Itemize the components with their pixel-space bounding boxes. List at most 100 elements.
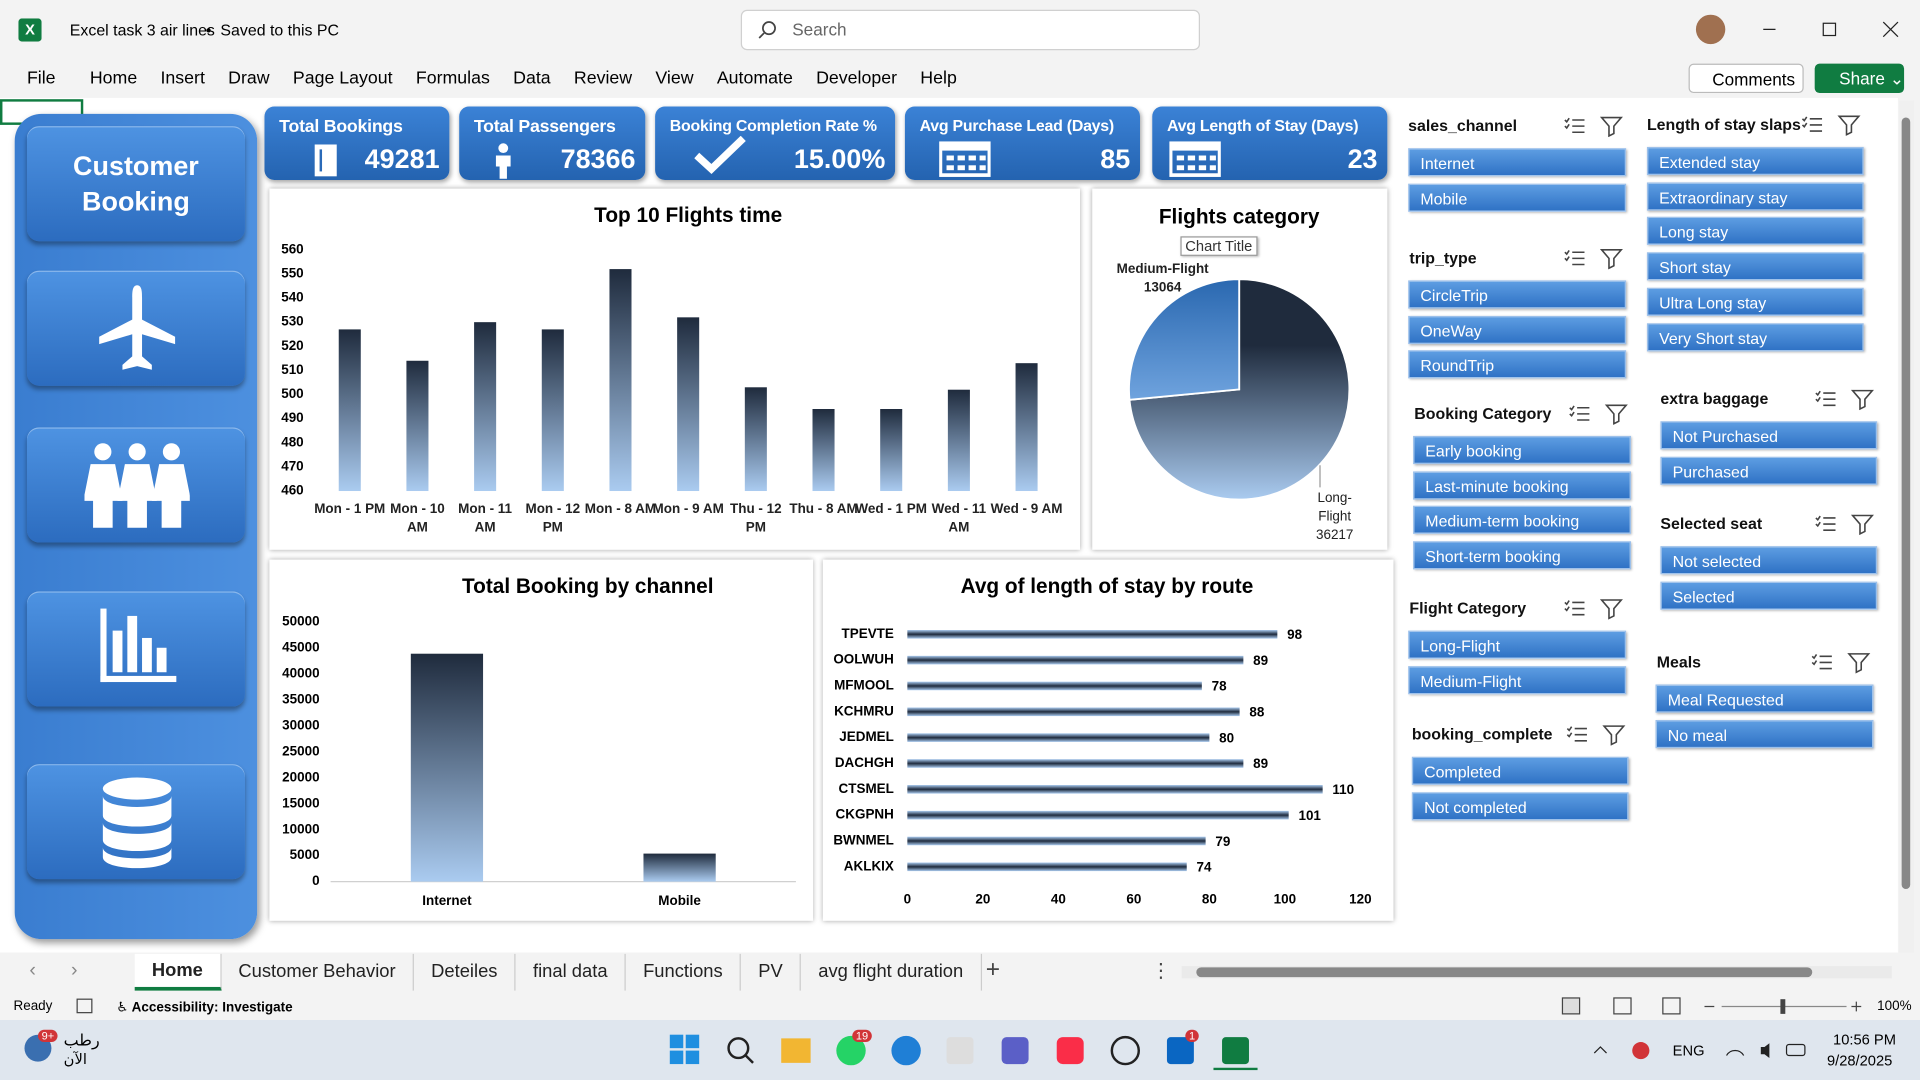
menu-item[interactable]: View [655,68,694,89]
slicer-item[interactable]: Short stay [1646,252,1864,281]
sheet-tab[interactable]: final data [516,953,626,991]
kpi-card[interactable]: Booking Completion Rate % 15.00% [655,106,896,180]
nav-customer-booking[interactable]: Customer Booking [26,126,245,242]
slicer-item[interactable]: Medium-term booking [1413,506,1632,535]
slicer-item[interactable]: Not Purchased [1660,421,1878,450]
tab-options[interactable]: ⋮ [1151,961,1171,983]
slicer-item[interactable]: Short-term booking [1413,541,1632,570]
slicer-item[interactable]: RoundTrip [1408,350,1627,379]
slice-value: 13064 [1143,280,1182,296]
slicer-controls[interactable] [1813,513,1874,536]
vertical-scrollbar[interactable] [1899,100,1914,953]
sheet-tab[interactable]: Deteiles [414,953,516,991]
add-sheet[interactable]: + [985,956,1001,984]
slicer-item[interactable]: Extraordinary stay [1646,182,1864,211]
search-box[interactable]: Search [740,9,1200,51]
x-tick-label: Mobile [658,893,701,908]
scroll-thumb[interactable] [1196,967,1813,978]
stay-by-route-chart: Avg of length of stay by route 0 20 40 60 80 1… [822,559,1394,921]
kpi-card[interactable]: Avg Length of Stay (Days) 23 [1152,106,1388,180]
nav-data[interactable] [26,764,245,880]
menu-item[interactable]: Formulas [415,68,490,89]
menu-item[interactable]: Home [89,68,138,89]
sheet-tab[interactable]: PV [741,953,802,991]
slicer-item[interactable]: Extended stay [1646,146,1864,176]
slicer-item[interactable]: No meal [1655,719,1874,748]
slicer-item[interactable]: Very Short stay [1646,322,1864,351]
menu-item[interactable]: Draw [228,68,270,89]
ribbon-menu: File Home Insert Draw Page Layout Formulas Dat… [27,69,957,89]
tab-scroll-left[interactable]: ‹ [29,960,36,981]
slicer-controls[interactable] [1562,598,1623,620]
macro-icon[interactable] [76,998,93,1014]
share-button[interactable]: Share ⌄ [1814,63,1905,94]
kpi-card[interactable]: Avg Purchase Lead (Days) 85 [904,106,1140,180]
slicer-item[interactable]: Long stay [1646,217,1864,246]
data-label: 78 [1212,679,1227,694]
zoom-level[interactable]: 100% [1877,999,1912,1014]
slicer-controls[interactable] [1813,388,1874,411]
nav-flights[interactable] [26,270,245,386]
slicer-item[interactable]: OneWay [1408,315,1627,344]
x-tick-label: Mon - 1 PM [314,502,386,517]
data-label: 89 [1253,653,1268,668]
clock-time[interactable]: 10:56 PM [1833,1031,1896,1049]
window-controls[interactable] [1751,17,1904,41]
menu-item[interactable]: Data [513,68,551,89]
slicer-item[interactable]: Meal Requested [1655,684,1874,713]
menu-item[interactable]: Review [573,68,633,89]
slicer-item[interactable]: Internet [1408,148,1627,177]
bar [907,733,1210,742]
comments-button[interactable]: Comments [1688,63,1804,94]
tray-icons[interactable] [1592,1041,1812,1061]
slicer-controls[interactable] [1567,403,1628,425]
slicer-item[interactable]: Medium-Flight [1408,665,1627,694]
sidebar: Customer Booking [14,113,258,940]
menu-item[interactable]: Help [920,68,957,89]
sheet-tab[interactable]: Customer Behavior [221,953,414,991]
slicer-item[interactable]: Completed [1411,756,1629,785]
kpi-label: Total Bookings [279,117,403,138]
slicer-item[interactable]: Long-Flight [1408,630,1627,659]
slicer-item[interactable]: Mobile [1408,183,1627,212]
slicer-item[interactable]: Not completed [1411,791,1629,821]
menu-item[interactable]: Insert [160,68,205,89]
slicer-item[interactable]: Not selected [1660,546,1878,575]
scroll-thumb[interactable] [1901,117,1911,889]
accessibility[interactable]: ♿ Accessibility: Investigate [116,1000,293,1016]
sheet-tab[interactable]: Home [134,953,222,991]
sheet-tab[interactable]: avg flight duration [801,953,982,991]
clock-date[interactable]: 9/28/2025 [1826,1051,1893,1069]
view-controls[interactable] [1553,996,1871,1018]
menu-item[interactable]: File [26,68,56,89]
menu-item[interactable]: Page Layout [292,68,393,89]
avatar[interactable] [1695,14,1726,45]
taskbar-apps[interactable] [667,1031,1267,1071]
slicer-controls[interactable] [1565,724,1626,746]
menu-item[interactable]: Automate [716,68,793,89]
sheet-tab[interactable]: Functions [626,953,742,991]
slicer-item[interactable]: CircleTrip [1408,280,1627,309]
kpi-card[interactable]: Total Bookings 49281 [264,106,450,180]
slicer-controls[interactable] [1562,247,1623,270]
language[interactable]: ENG [1672,1042,1705,1060]
nav-analysis[interactable] [26,591,245,707]
slicer-controls[interactable] [1562,115,1623,138]
menu-item[interactable]: Developer [816,68,898,89]
nav-passengers[interactable] [26,427,245,543]
slicer-item[interactable]: Early booking [1413,435,1632,465]
data-label: 110 [1332,782,1354,797]
kpi-card[interactable]: Total Passengers 78366 [459,106,646,180]
taskbar: 9+ رطب الآن 19 1 ENG 10:56 PM 9/28/2025 [0,1020,1920,1080]
slicer-item[interactable]: Ultra Long stay [1646,287,1864,316]
slicer-item[interactable]: Last-minute booking [1413,471,1632,500]
slicer-controls[interactable] [1810,651,1871,674]
horizontal-scrollbar[interactable] [1181,966,1892,979]
slicer-controls[interactable] [1800,114,1861,136]
slicer-item[interactable]: Selected [1660,581,1878,610]
save-status[interactable]: Saved to this PC [220,20,339,40]
bar [907,862,1187,872]
y-tick-label: 0 [312,873,319,888]
slicer-item[interactable]: Purchased [1660,456,1878,485]
tab-scroll-right[interactable]: › [71,960,78,981]
